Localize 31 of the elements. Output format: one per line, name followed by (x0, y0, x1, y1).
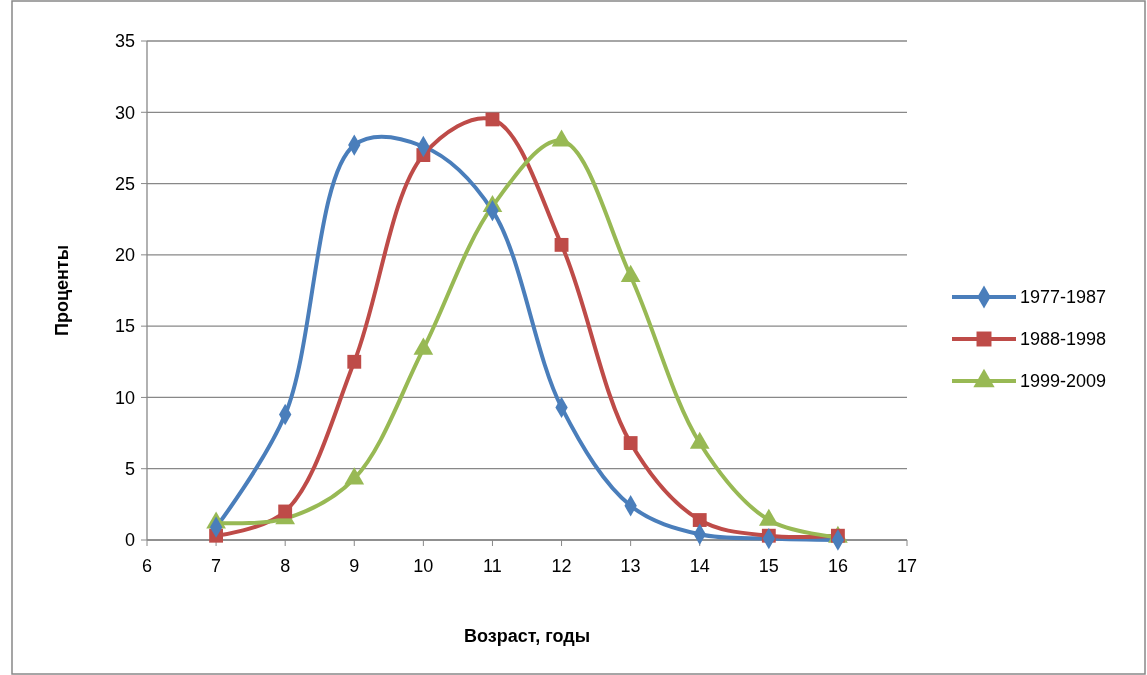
point (554, 237, 569, 252)
legend-label: 1988-1998 (1020, 329, 1107, 350)
legend-label: 1999-2009 (1020, 371, 1107, 392)
x-tick-label: 8 (280, 556, 291, 576)
x-tick-label: 9 (349, 556, 360, 576)
x-tick-label: 16 (827, 556, 848, 576)
x-tick-label: 10 (413, 556, 434, 576)
point (347, 354, 362, 369)
y-tick-label: 15 (114, 316, 135, 337)
y-tick-label: 5 (124, 459, 135, 480)
y-axis-title: Проценты (52, 244, 72, 337)
y-tick-label: 0 (124, 530, 135, 551)
point (278, 504, 293, 519)
y-tick-label: 25 (114, 173, 135, 194)
y-tick-label: 10 (114, 387, 135, 408)
y-tick-label: 20 (114, 245, 135, 266)
point (692, 513, 707, 527)
x-tick-label: 17 (896, 556, 918, 576)
x-tick-label: 15 (758, 556, 779, 576)
x-tick-label: 6 (141, 556, 153, 576)
x-tick-label: 12 (551, 556, 572, 576)
point (623, 436, 638, 450)
y-tick-label: 35 (114, 31, 135, 52)
legend-label: 1977-1987 (1020, 287, 1107, 308)
x-tick-label: 7 (211, 556, 222, 576)
x-axis-title: Возраст, годы (464, 626, 590, 646)
x-tick-label: 14 (689, 556, 710, 576)
x-tick-label: 11 (483, 556, 502, 576)
x-tick-label: 13 (620, 556, 641, 576)
point (485, 112, 500, 127)
y-tick-label: 30 (114, 102, 135, 123)
